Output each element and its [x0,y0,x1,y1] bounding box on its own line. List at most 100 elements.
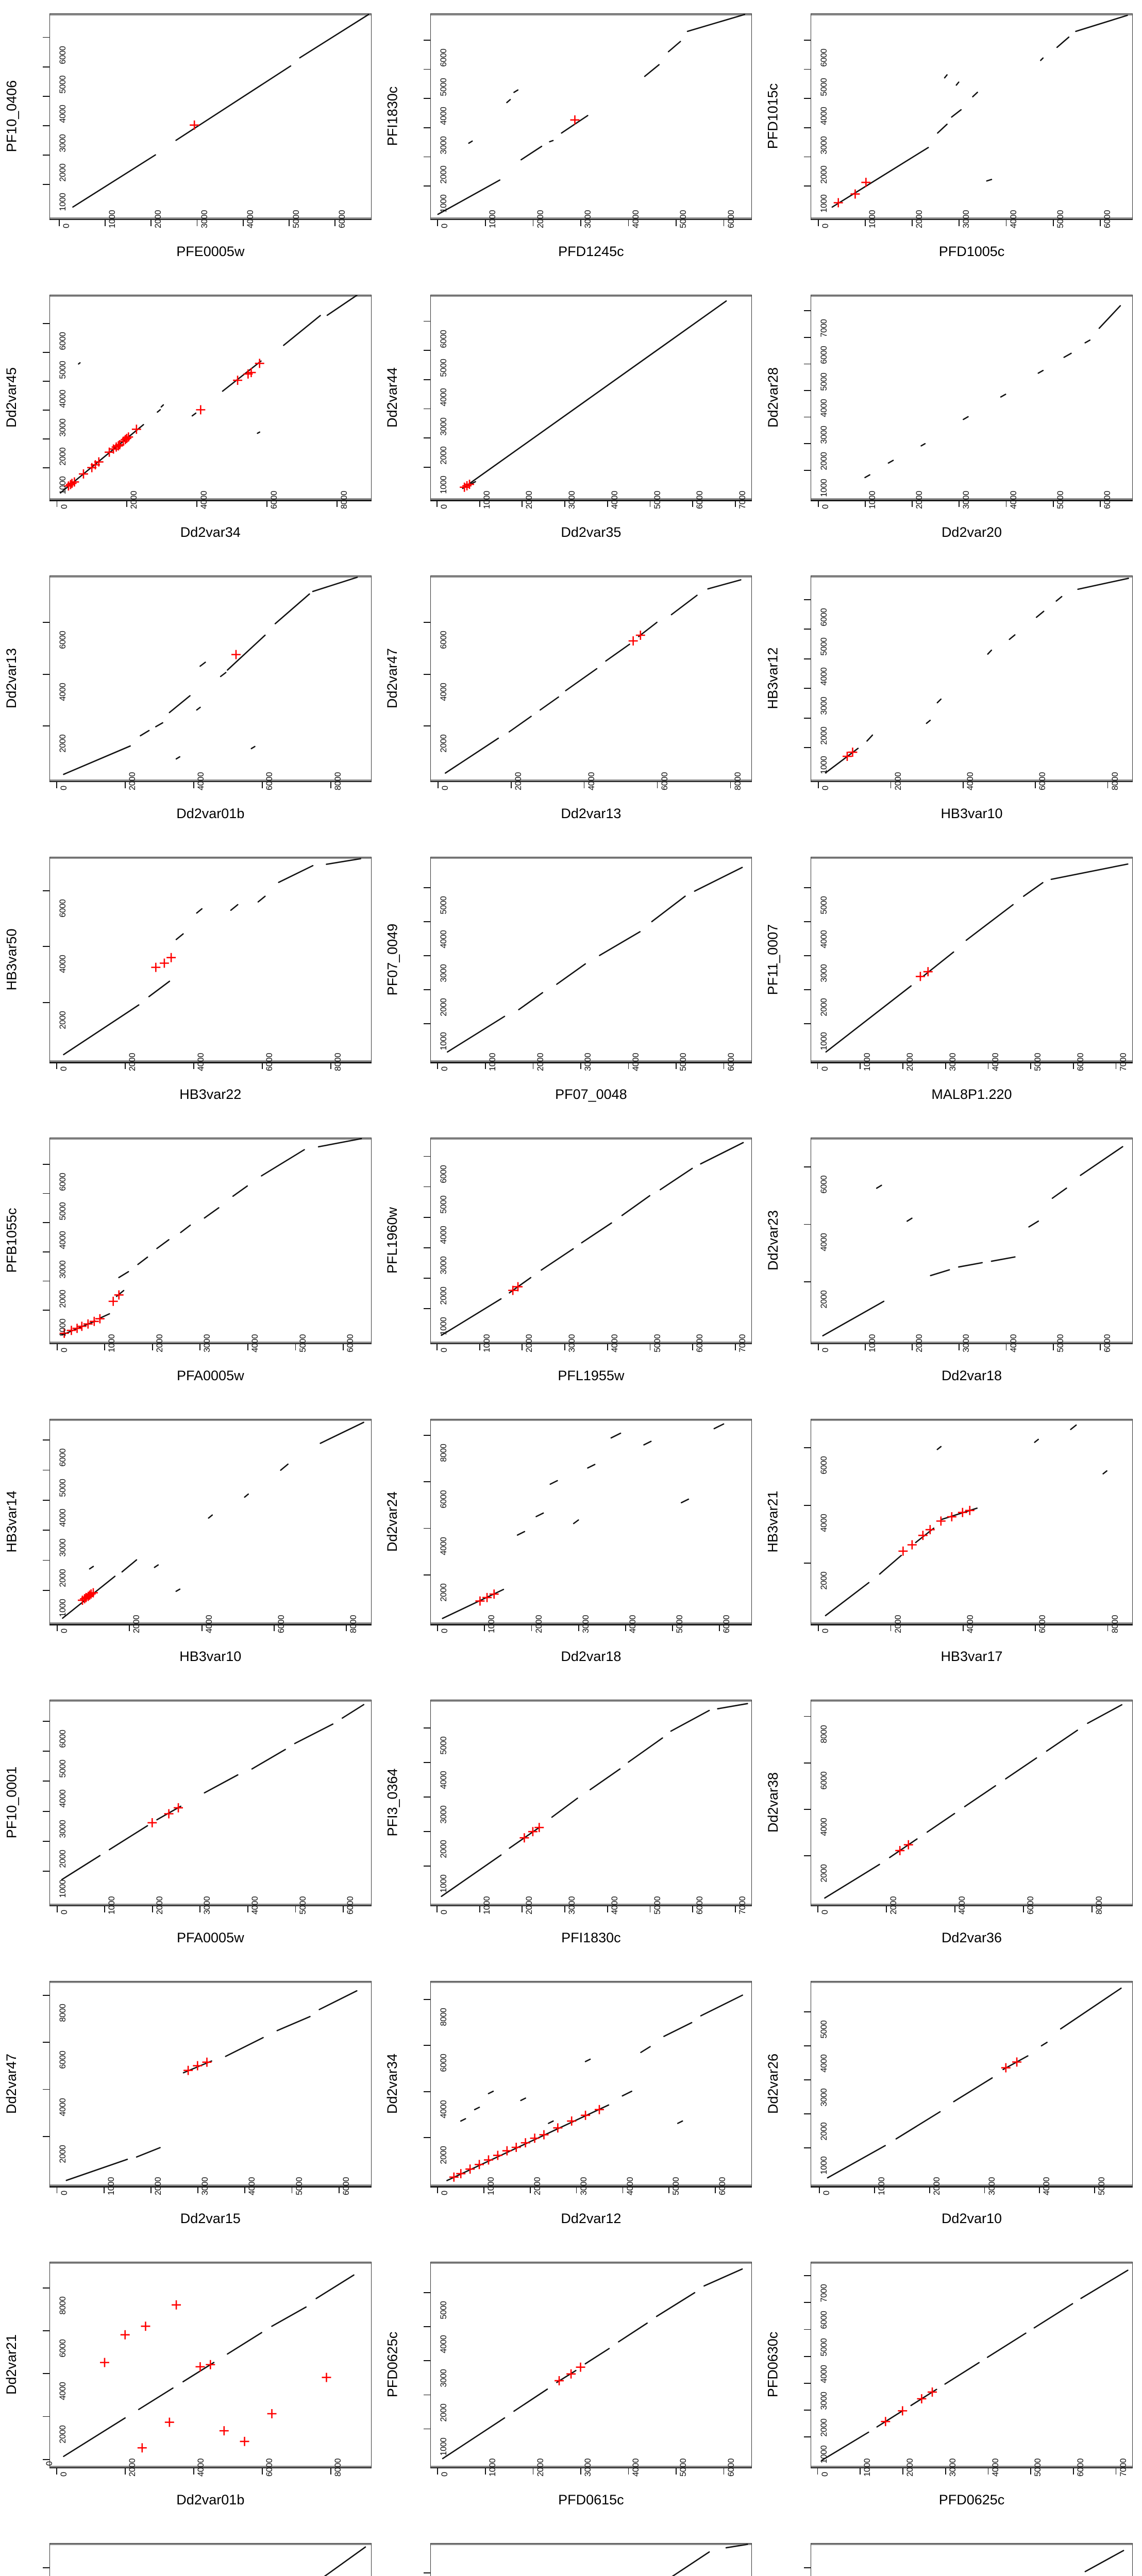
y-tick-label: 4000 [439,683,448,701]
x-tick-label: 2000 [905,2458,915,2477]
y-axis-title-text: HB3var12 [765,647,781,709]
x-tick-label: 4000 [1009,1334,1018,1352]
alignment-segment [488,2090,494,2094]
alignment-segment [520,145,542,161]
x-tick-label: 6000 [695,1896,705,1914]
y-axis-title: 7G8var41 [764,2543,782,2576]
x-tick-label: 2000 [155,1896,164,1914]
y-tick-label: 4000 [58,1790,68,1808]
alignment-segment [244,1493,249,1498]
alignment-plot [440,1142,744,1336]
alignment-plot [62,1421,364,1619]
y-axis-title: HB3var50 [3,857,21,1063]
plot-area [430,1418,752,1624]
alignment-segment [89,1565,94,1569]
y-tick-label: 4000 [58,1509,68,1527]
x-tick [912,1343,913,1350]
plot-area [49,856,372,1062]
y-tick-label: 4000 [439,388,448,406]
y-tick-label: 4000 [58,683,68,701]
x-tick-label: 4000 [245,210,255,228]
x-tick-label: 6000 [726,2458,736,2477]
x-tick [625,1624,626,1631]
x-tick [987,1062,989,1069]
x-tick-label: 2000 [154,2177,163,2195]
x-tick [1072,2467,1074,2475]
y-tick-label: 4000 [819,399,829,417]
x-tick-label: 4000 [990,1053,1000,1071]
y-tick [43,154,49,156]
alignment-plot [63,2274,355,2458]
dotplot-panel: 0 1000 2000 3000 4000 5000 6000 2000 4000 6000 800… [381,1968,762,2249]
x-axis-line [49,2187,372,2188]
alignment-plot [323,2546,366,2576]
x-tick-label: 1000 [482,490,492,509]
y-tick-label: 3000 [58,1820,68,1838]
x-tick [244,2187,246,2193]
x-tick [676,1062,677,1069]
y-tick [423,2292,430,2294]
x-tick-label: 6000 [264,2458,274,2477]
marker-cross [147,1818,157,1827]
x-tick-label: 3000 [962,210,971,228]
alignment-plot [824,1704,1123,1899]
y-axis-title-text: Dd2var47 [384,648,400,709]
dotplot-panel: 0 2000 4000 6000 8000 2000 4000 6000 Dd2var13 Dd2… [381,562,762,843]
x-tick-label: 6000 [264,1053,274,1071]
x-tick [295,1343,296,1350]
x-tick [735,500,736,507]
x-axis-title: HB3var22 [179,1087,242,1102]
x-tick [1107,781,1109,788]
y-tick [423,1528,430,1529]
y-tick-label: 2000 [439,1286,448,1305]
alignment-segment [175,933,184,940]
x-tick-label: 4000 [196,2458,206,2477]
x-tick-label: 4000 [610,1334,619,1352]
y-tick-label: 2000 [58,447,68,466]
marker-cross [926,1524,935,1534]
marker-cross [94,457,104,467]
marker-cross [493,2150,502,2160]
marker-cross [534,1823,544,1833]
x-tick-label: 0 [440,223,450,228]
y-axis-title-text: PFD0630c [765,2331,781,2398]
y-tick [43,1841,49,1842]
y-axis-title: PFD0630c [764,2262,782,2468]
y-tick [804,2045,811,2046]
y-tick [423,2137,430,2138]
x-axis-line [811,1062,1133,1063]
alignment-segment [196,908,203,913]
alignment-segment [1009,634,1016,640]
dotplot-panel: 0 1000 2000 3000 4000 5000 6000 2000 4000 6000 Dd2… [761,1124,1142,1405]
y-tick [804,2567,811,2569]
y-tick-label: 3000 [439,964,448,982]
x-tick-label: 4000 [625,2177,635,2195]
x-tick [860,2467,861,2475]
alignment-segment [440,1854,501,1897]
x-tick [1052,219,1054,226]
x-tick [649,500,651,507]
alignment-segment [621,1195,650,1216]
alignment-segment [317,1138,362,1148]
alignment-segment [551,1798,578,1818]
x-tick [628,1062,629,1069]
x-tick-label: 6000 [1026,1896,1036,1914]
y-tick [804,185,811,187]
alignment-segment [468,140,473,144]
dotplot-panel: 0 2000 4000 6000 8000 1000 2000 3000 4000 5000 600… [0,1405,381,1687]
marker-cross [895,1845,905,1855]
x-tick [56,1062,58,1069]
y-tick-label: 6000 [439,631,448,650]
alignment-segment [825,985,912,1053]
y-tick-label: 4000 [439,107,448,125]
x-tick-label: 1000 [488,1053,497,1071]
y-tick-label: 6000 [58,2050,68,2069]
y-tick-label: 6000 [58,46,68,64]
y-axis-title: Dd2var44 [384,295,401,501]
marker-cross [594,2105,604,2114]
dotplot-panel: 0 1000 2000 3000 4000 5000 6000 7000 1000 2000 300… [381,281,762,563]
marker-cross [195,2362,205,2371]
x-tick [1072,1062,1074,1069]
y-tick [43,1222,49,1224]
x-tick [1005,500,1007,507]
